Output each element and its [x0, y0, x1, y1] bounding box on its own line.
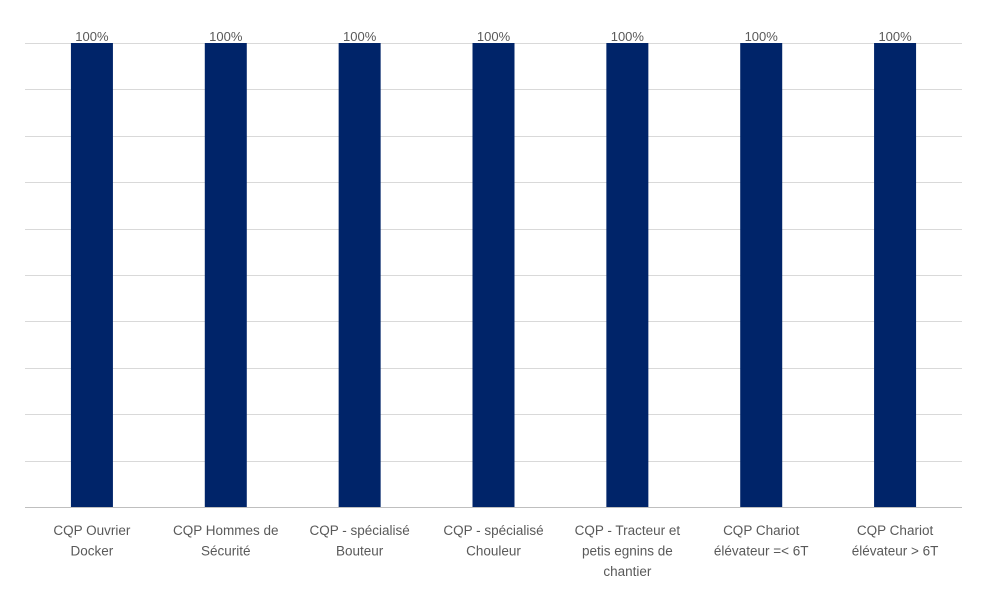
category-label: CQP - Tracteur et petis egnins de chantier	[575, 523, 681, 579]
bar	[70, 43, 113, 507]
category-label-line: Docker	[71, 544, 114, 559]
category-label: CQP Ouvrier Docker	[53, 523, 131, 559]
data-label: 100%	[75, 29, 109, 44]
category-label: CQP - spécialisé Bouteur	[309, 523, 409, 559]
data-label: 100%	[745, 29, 779, 44]
category-label-line: CQP Chariot	[857, 523, 934, 538]
category-label-line: CQP Ouvrier	[53, 523, 131, 538]
category-label-line: CQP Chariot	[723, 523, 800, 538]
category-label-line: CQP - Tracteur et	[575, 523, 681, 538]
category-label: CQP Chariot élévateur =< 6T	[714, 523, 809, 559]
data-label: 100%	[611, 29, 645, 44]
category-label: CQP Chariot élévateur > 6T	[852, 523, 939, 559]
data-label: 100%	[209, 29, 243, 44]
data-label: 100%	[878, 29, 912, 44]
bar	[338, 43, 381, 507]
bar	[606, 43, 649, 507]
category-label-line: Chouleur	[466, 544, 521, 559]
data-label: 100%	[477, 29, 511, 44]
category-label-line: Sécurité	[201, 544, 251, 559]
category-label-line: chantier	[603, 564, 652, 579]
bar	[204, 43, 247, 507]
category-label-line: élévateur > 6T	[852, 544, 939, 559]
category-label: CQP Hommes de Sécurité	[173, 523, 279, 559]
bar	[472, 43, 515, 507]
category-label-line: CQP - spécialisé	[443, 523, 543, 538]
data-label: 100%	[343, 29, 377, 44]
category-label-line: CQP Hommes de	[173, 523, 279, 538]
category-label: CQP - spécialisé Chouleur	[443, 523, 543, 559]
bars	[70, 43, 917, 507]
category-label-line: Bouteur	[336, 544, 384, 559]
category-label-line: élévateur =< 6T	[714, 544, 809, 559]
category-label-line: CQP - spécialisé	[309, 523, 409, 538]
data-labels: 100% 100% 100% 100% 100% 100% 100%	[75, 29, 912, 44]
bar	[874, 43, 917, 507]
bar	[740, 43, 783, 507]
category-label-line: petis egnins de	[582, 544, 673, 559]
